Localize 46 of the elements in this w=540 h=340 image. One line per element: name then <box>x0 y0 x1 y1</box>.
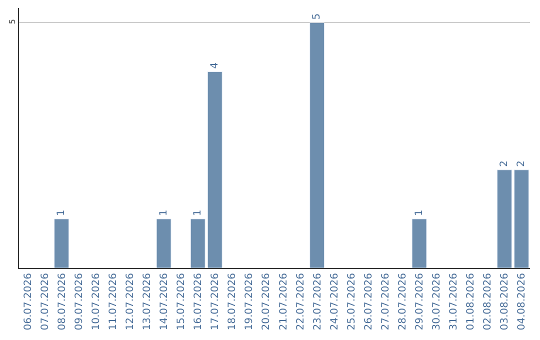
x-tick-label: 20.07.2026 <box>261 273 272 330</box>
x-tick-label: 19.07.2026 <box>244 273 256 330</box>
x-tick-label: 06.07.2026 <box>22 273 34 330</box>
x-tick-label: 13.07.2026 <box>142 273 153 330</box>
bar <box>207 72 222 268</box>
x-tick-label: 30.07.2026 <box>432 273 443 330</box>
x-tick-label: 07.07.2026 <box>40 273 51 330</box>
x-tick-label: 23.07.2026 <box>312 273 324 330</box>
x-tick-label: 26.07.2026 <box>363 273 374 330</box>
x-tick-label: 21.07.2026 <box>278 273 290 330</box>
x-tick-label: 25.07.2026 <box>346 273 358 330</box>
x-tick-label: 17.07.2026 <box>210 273 222 330</box>
data-label: 1 <box>56 210 68 216</box>
data-label: 1 <box>414 210 425 216</box>
x-tick-label: 18.07.2026 <box>227 273 238 330</box>
x-tick-label: 02.08.2026 <box>482 273 494 330</box>
x-tick-label: 08.07.2026 <box>56 273 68 330</box>
x-tick-label: 16.07.2026 <box>193 273 204 330</box>
bar <box>54 218 70 268</box>
data-label: 1 <box>192 210 204 216</box>
x-tick-label: 15.07.2026 <box>176 273 188 330</box>
x-tick-label: 22.07.2026 <box>295 273 306 330</box>
x-tick-label: 12.07.2026 <box>124 273 136 330</box>
x-tick-label: 03.08.2026 <box>500 273 511 330</box>
data-label: 1 <box>158 210 170 216</box>
x-tick-label: 14.07.2026 <box>159 273 170 330</box>
x-tick-label: 24.07.2026 <box>329 273 340 330</box>
x-tick-label: 11.07.2026 <box>108 273 119 330</box>
bar <box>496 170 512 268</box>
data-label: 2 <box>516 160 527 167</box>
bar <box>412 218 427 268</box>
x-tick-label: 29.07.2026 <box>414 273 426 330</box>
bar <box>310 22 325 268</box>
x-tick-label: 27.07.2026 <box>380 273 392 330</box>
x-tick-label: 31.07.2026 <box>448 273 460 330</box>
x-tick-label: 04.08.2026 <box>516 273 528 330</box>
data-label: 2 <box>498 160 510 167</box>
x-tick-label: 01.08.2026 <box>466 273 477 330</box>
data-label: 4 <box>209 62 220 69</box>
x-tick-label: 09.07.2026 <box>74 273 85 330</box>
bar <box>514 170 529 268</box>
bar <box>190 218 206 268</box>
x-tick-label: 10.07.2026 <box>90 273 102 330</box>
data-label: 5 <box>312 13 323 20</box>
x-tick-label: 28.07.2026 <box>398 273 408 330</box>
bar <box>156 218 172 268</box>
